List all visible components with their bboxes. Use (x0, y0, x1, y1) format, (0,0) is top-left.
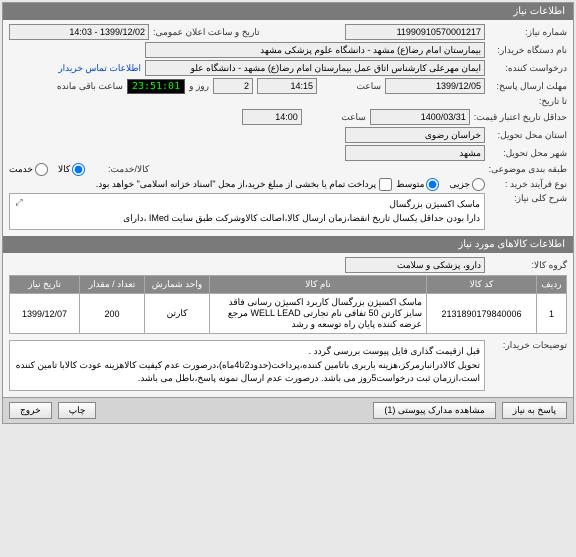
credit-time-field (242, 109, 302, 125)
items-header: اطلاعات کالاهای مورد نیاز (3, 236, 573, 253)
requester-label: درخواست کننده: (489, 63, 567, 74)
table-row[interactable]: 12131890179840006ماسک اکسیژن بزرگسال کار… (10, 294, 567, 334)
col-code: کد کالا (427, 276, 537, 294)
expand-icon[interactable]: ⤢ (12, 196, 26, 210)
footer-bar: پاسخ به نیاز مشاهده مدارک پیوستی (1) چاپ… (3, 397, 573, 423)
province-field (345, 127, 485, 143)
print-button[interactable]: چاپ (58, 402, 97, 419)
province-label: استان محل تحویل: (489, 130, 567, 141)
cell-unit: کارتن (145, 294, 210, 334)
category-label: طبقه بندی موضوعی: (489, 164, 567, 175)
buyer-name-field (145, 42, 485, 58)
goods-group-field (345, 257, 485, 273)
medium-radio[interactable] (426, 178, 439, 191)
goods-radio[interactable] (72, 163, 85, 176)
cell-code: 2131890179840006 (427, 294, 537, 334)
city-label: شهر محل تحویل: (489, 148, 567, 159)
table-header-row: ردیف کد کالا نام کالا واحد شمارش تعداد /… (10, 276, 567, 294)
goods-service-label: کالا/خدمت: (89, 164, 149, 175)
city-field (345, 145, 485, 161)
treasury-check-label[interactable]: پرداخت تمام یا بخشی از مبلغ خرید،از محل … (96, 178, 392, 191)
col-unit: واحد شمارش (145, 276, 210, 294)
ann-date-label: تاریخ و ساعت اعلان عمومی: (153, 27, 260, 38)
col-idx: ردیف (537, 276, 567, 294)
deadline-date-field (385, 78, 485, 94)
cell-name: ماسک اکسیژن بزرگسال کاربرد اکسیژن رسانی … (210, 294, 427, 334)
deadline-label: مهلت ارسال پاسخ: (489, 81, 567, 92)
buyer-notes-box: قبل ازقیمت گذاری فایل پیوست بررسی گردد .… (9, 340, 485, 391)
requester-field (145, 60, 485, 76)
goods-service-group: کالا خدمت (9, 163, 85, 176)
small-radio[interactable] (472, 178, 485, 191)
countdown-timer: 23:51:01 (127, 79, 185, 94)
time-label-1: ساعت (321, 81, 381, 92)
days-left-field (213, 78, 253, 94)
answer-button[interactable]: پاسخ به نیاز (502, 402, 567, 419)
buyer-notes-label: توضیحات خریدار: (489, 340, 567, 351)
time-label-2: ساعت (306, 112, 366, 123)
goods-radio-label[interactable]: کالا (58, 163, 85, 176)
col-date: تاریخ نیاز (10, 276, 80, 294)
need-info-panel: اطلاعات نیاز شماره نیاز: تاریخ و ساعت اع… (2, 2, 574, 424)
exit-button[interactable]: خروج (9, 402, 52, 419)
treasury-checkbox[interactable] (379, 178, 392, 191)
cell-date: 1399/12/07 (10, 294, 80, 334)
main-desc-label: شرح کلی نیاز: (489, 193, 567, 204)
buyer-name-label: نام دستگاه خریدار: (489, 45, 567, 56)
req-no-field (345, 24, 485, 40)
to-date-label: تا تاریخ: (489, 96, 567, 107)
service-radio[interactable] (35, 163, 48, 176)
col-name: نام کالا (210, 276, 427, 294)
day-label: روز و (189, 81, 209, 92)
buy-type-group: جزیی متوسط (396, 178, 485, 191)
form-body: شماره نیاز: تاریخ و ساعت اعلان عمومی: نا… (3, 20, 573, 236)
remaining-label: ساعت باقی مانده (57, 81, 123, 92)
medium-radio-label[interactable]: متوسط (396, 178, 439, 191)
items-table: ردیف کد کالا نام کالا واحد شمارش تعداد /… (9, 275, 567, 334)
credit-date-field (370, 109, 470, 125)
attachments-button[interactable]: مشاهده مدارک پیوستی (1) (373, 402, 495, 419)
main-desc-text: ماسک اکسیژن بزرگسال دارا بودن حداقل یکسا… (123, 199, 480, 223)
small-radio-label[interactable]: جزیی (449, 178, 485, 191)
cell-qty: 200 (80, 294, 145, 334)
cell-idx: 1 (537, 294, 567, 334)
panel-title: اطلاعات نیاز (3, 3, 573, 20)
contact-link[interactable]: اطلاعات تماس خریدار (58, 63, 141, 74)
ann-date-field (9, 24, 149, 40)
req-no-label: شماره نیاز: (489, 27, 567, 38)
col-qty: تعداد / مقدار (80, 276, 145, 294)
service-radio-label[interactable]: خدمت (9, 163, 48, 176)
buy-type-label: نوع فرآیند خرید : (489, 179, 567, 190)
min-credit-label: حداقل تاریخ اعتبار قیمت: (474, 112, 567, 123)
deadline-time-field (257, 78, 317, 94)
main-desc-box: ⤢ ماسک اکسیژن بزرگسال دارا بودن حداقل یک… (9, 193, 485, 230)
goods-group-label: گروه کالا: (489, 260, 567, 271)
